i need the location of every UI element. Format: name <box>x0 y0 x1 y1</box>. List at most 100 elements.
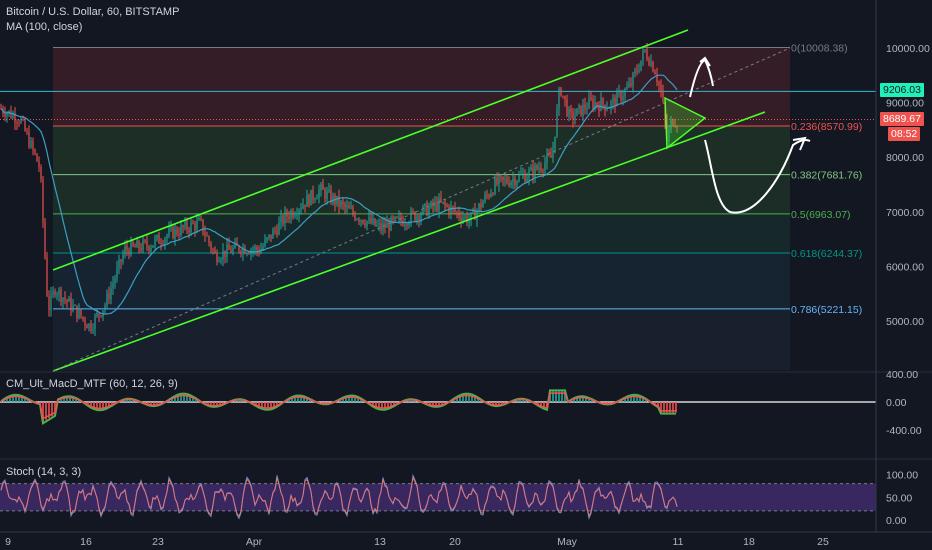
candle-body <box>146 241 147 246</box>
time-axis-tick: 9 <box>5 536 11 548</box>
candle-body <box>82 317 83 319</box>
countdown-tag: 08:52 <box>888 127 920 141</box>
candle-body <box>318 190 319 198</box>
candle-body <box>430 202 431 208</box>
candle-body <box>506 179 507 183</box>
candle-body <box>98 313 99 315</box>
fib-zone <box>53 309 790 370</box>
candle-body <box>646 49 647 59</box>
candle-body <box>12 114 13 118</box>
candle-body <box>192 223 193 224</box>
candle-body <box>118 259 119 267</box>
candle-body <box>552 149 553 158</box>
candle-body <box>50 294 51 310</box>
candle-body <box>340 202 341 207</box>
candle-body <box>282 216 283 224</box>
candle-body <box>308 195 309 206</box>
candle-body <box>412 211 413 212</box>
candle-body <box>148 246 149 250</box>
candle-body <box>28 132 29 147</box>
candle-body <box>168 229 169 236</box>
macd-axis-tick: -400.00 <box>886 425 922 437</box>
candle-body <box>612 98 613 102</box>
candle-body <box>30 141 31 148</box>
candle-body <box>200 218 201 219</box>
candle-body <box>644 49 645 50</box>
candle-body <box>408 223 409 225</box>
candle-body <box>178 234 179 235</box>
candle-body <box>642 51 643 61</box>
candle-body <box>490 194 491 197</box>
level-price-tag: 9206.03 <box>880 83 924 97</box>
candle-body <box>480 204 481 208</box>
candle-body <box>398 216 399 217</box>
candle-body <box>252 250 253 251</box>
candle-body <box>92 329 93 330</box>
fib-level-label: 0.382(7681.76) <box>791 170 862 182</box>
candle-body <box>590 97 591 99</box>
candle-body <box>570 109 571 112</box>
candle-body <box>392 217 393 219</box>
candle-body <box>158 235 159 244</box>
candle-body <box>288 217 289 219</box>
candle-body <box>526 178 527 182</box>
stoch-axis-tick: 100.00 <box>886 470 918 482</box>
candle-body <box>556 109 557 137</box>
candle-body <box>364 223 365 225</box>
candle-body <box>362 220 363 223</box>
candle-body <box>450 207 451 214</box>
candle-body <box>434 202 435 207</box>
candle-body <box>184 222 185 228</box>
candle-body <box>528 171 529 178</box>
candle-body <box>212 249 213 250</box>
candle-body <box>462 218 463 221</box>
candle-body <box>248 253 249 254</box>
candle-body <box>482 202 483 208</box>
fib-level-label: 0.5(6963.07) <box>791 209 851 221</box>
price-axis-tick: 7000.00 <box>886 207 924 219</box>
candle-body <box>70 298 71 311</box>
price-axis-tick: 9000.00 <box>886 98 924 110</box>
macd-axis-tick: 400.00 <box>886 369 918 381</box>
candle-body <box>298 210 299 215</box>
candle-body <box>446 205 447 206</box>
candle-body <box>292 211 293 217</box>
candle-body <box>230 250 231 253</box>
candle-body <box>582 104 583 115</box>
candle-body <box>368 217 369 221</box>
candle-body <box>116 268 117 279</box>
candle-body <box>280 216 281 222</box>
time-axis-tick: 20 <box>449 536 461 548</box>
candle-body <box>584 104 585 108</box>
candle-body <box>26 131 27 133</box>
candle-body <box>442 202 443 203</box>
candle-body <box>296 215 297 216</box>
stoch-indicator-label: Stoch (14, 3, 3) <box>6 466 81 478</box>
candle-body <box>504 179 505 180</box>
time-axis-tick: May <box>557 536 578 548</box>
candle-body <box>214 250 215 253</box>
candle-body <box>152 245 153 247</box>
candle-body <box>492 194 493 195</box>
candle-body <box>264 239 265 246</box>
ma-indicator-label: MA (100, close) <box>6 21 82 33</box>
candle-body <box>660 85 661 92</box>
candle-body <box>620 92 621 100</box>
candle-body <box>344 204 345 207</box>
candle-body <box>374 219 375 226</box>
candle-body <box>592 99 593 108</box>
candle-body <box>530 167 531 170</box>
candle-body <box>180 226 181 236</box>
candle-body <box>62 298 63 302</box>
fib-zone <box>53 175 790 214</box>
candle-body <box>464 216 465 218</box>
candle-body <box>600 98 601 110</box>
candle-body <box>132 242 133 246</box>
candle-body <box>352 208 353 214</box>
candle-body <box>140 249 141 251</box>
candle-body <box>568 109 569 116</box>
candle-body <box>226 245 227 257</box>
candle-body <box>306 195 307 207</box>
candle-body <box>10 111 11 118</box>
